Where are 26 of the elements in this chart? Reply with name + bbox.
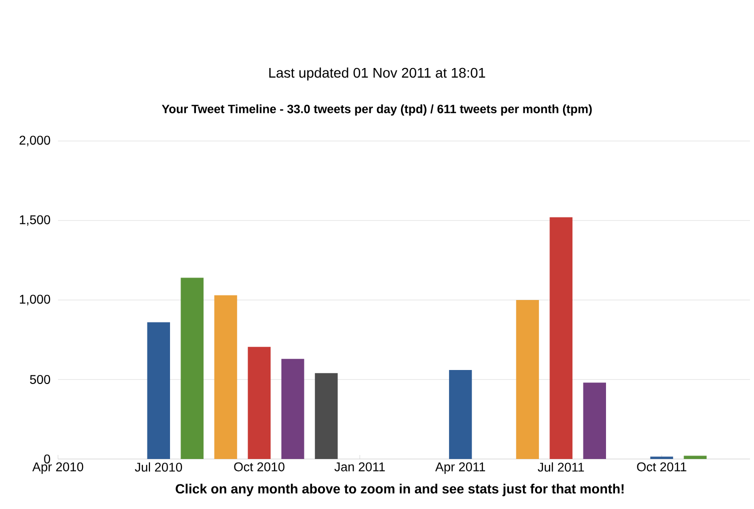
- x-tick-label: Jul 2010: [134, 462, 182, 472]
- bar: [684, 456, 707, 459]
- y-tick-label: 2,000: [20, 136, 50, 146]
- text: Click on any month above to zoom in and see stats just for that month!: [176, 484, 624, 496]
- bar: [147, 322, 170, 459]
- chart-subtitle: Last updated 01 Nov 2011 at 18:01: [269, 67, 486, 81]
- y-tick-label: 1,000: [20, 294, 50, 306]
- bar: [281, 358, 304, 459]
- chart-title: Your Tweet Timeline - 33.0 tweets per day (tpd) / 611 tweets per month (tpm): [162, 104, 592, 116]
- bar: [583, 382, 606, 459]
- bar: [214, 295, 238, 459]
- y-tick-label: 1,500: [20, 215, 50, 226]
- bar: [314, 373, 338, 459]
- bar: [180, 278, 204, 459]
- x-tick-label: Oct 2010: [234, 462, 284, 472]
- y-tick-label: 0: [44, 454, 50, 464]
- x-tick-label: Apr 2011: [435, 462, 486, 474]
- bar: [550, 217, 572, 459]
- y-tick-label: 500: [30, 375, 50, 384]
- x-tick-label: Jul 2011: [538, 462, 584, 472]
- bar: [516, 300, 539, 459]
- bar: [248, 346, 271, 459]
- x-tick-label: Jan 2011: [334, 462, 385, 472]
- bar: [449, 370, 472, 459]
- x-tick-label: Oct 2011: [637, 462, 686, 472]
- x-tick-label: Apr 2010: [32, 462, 84, 474]
